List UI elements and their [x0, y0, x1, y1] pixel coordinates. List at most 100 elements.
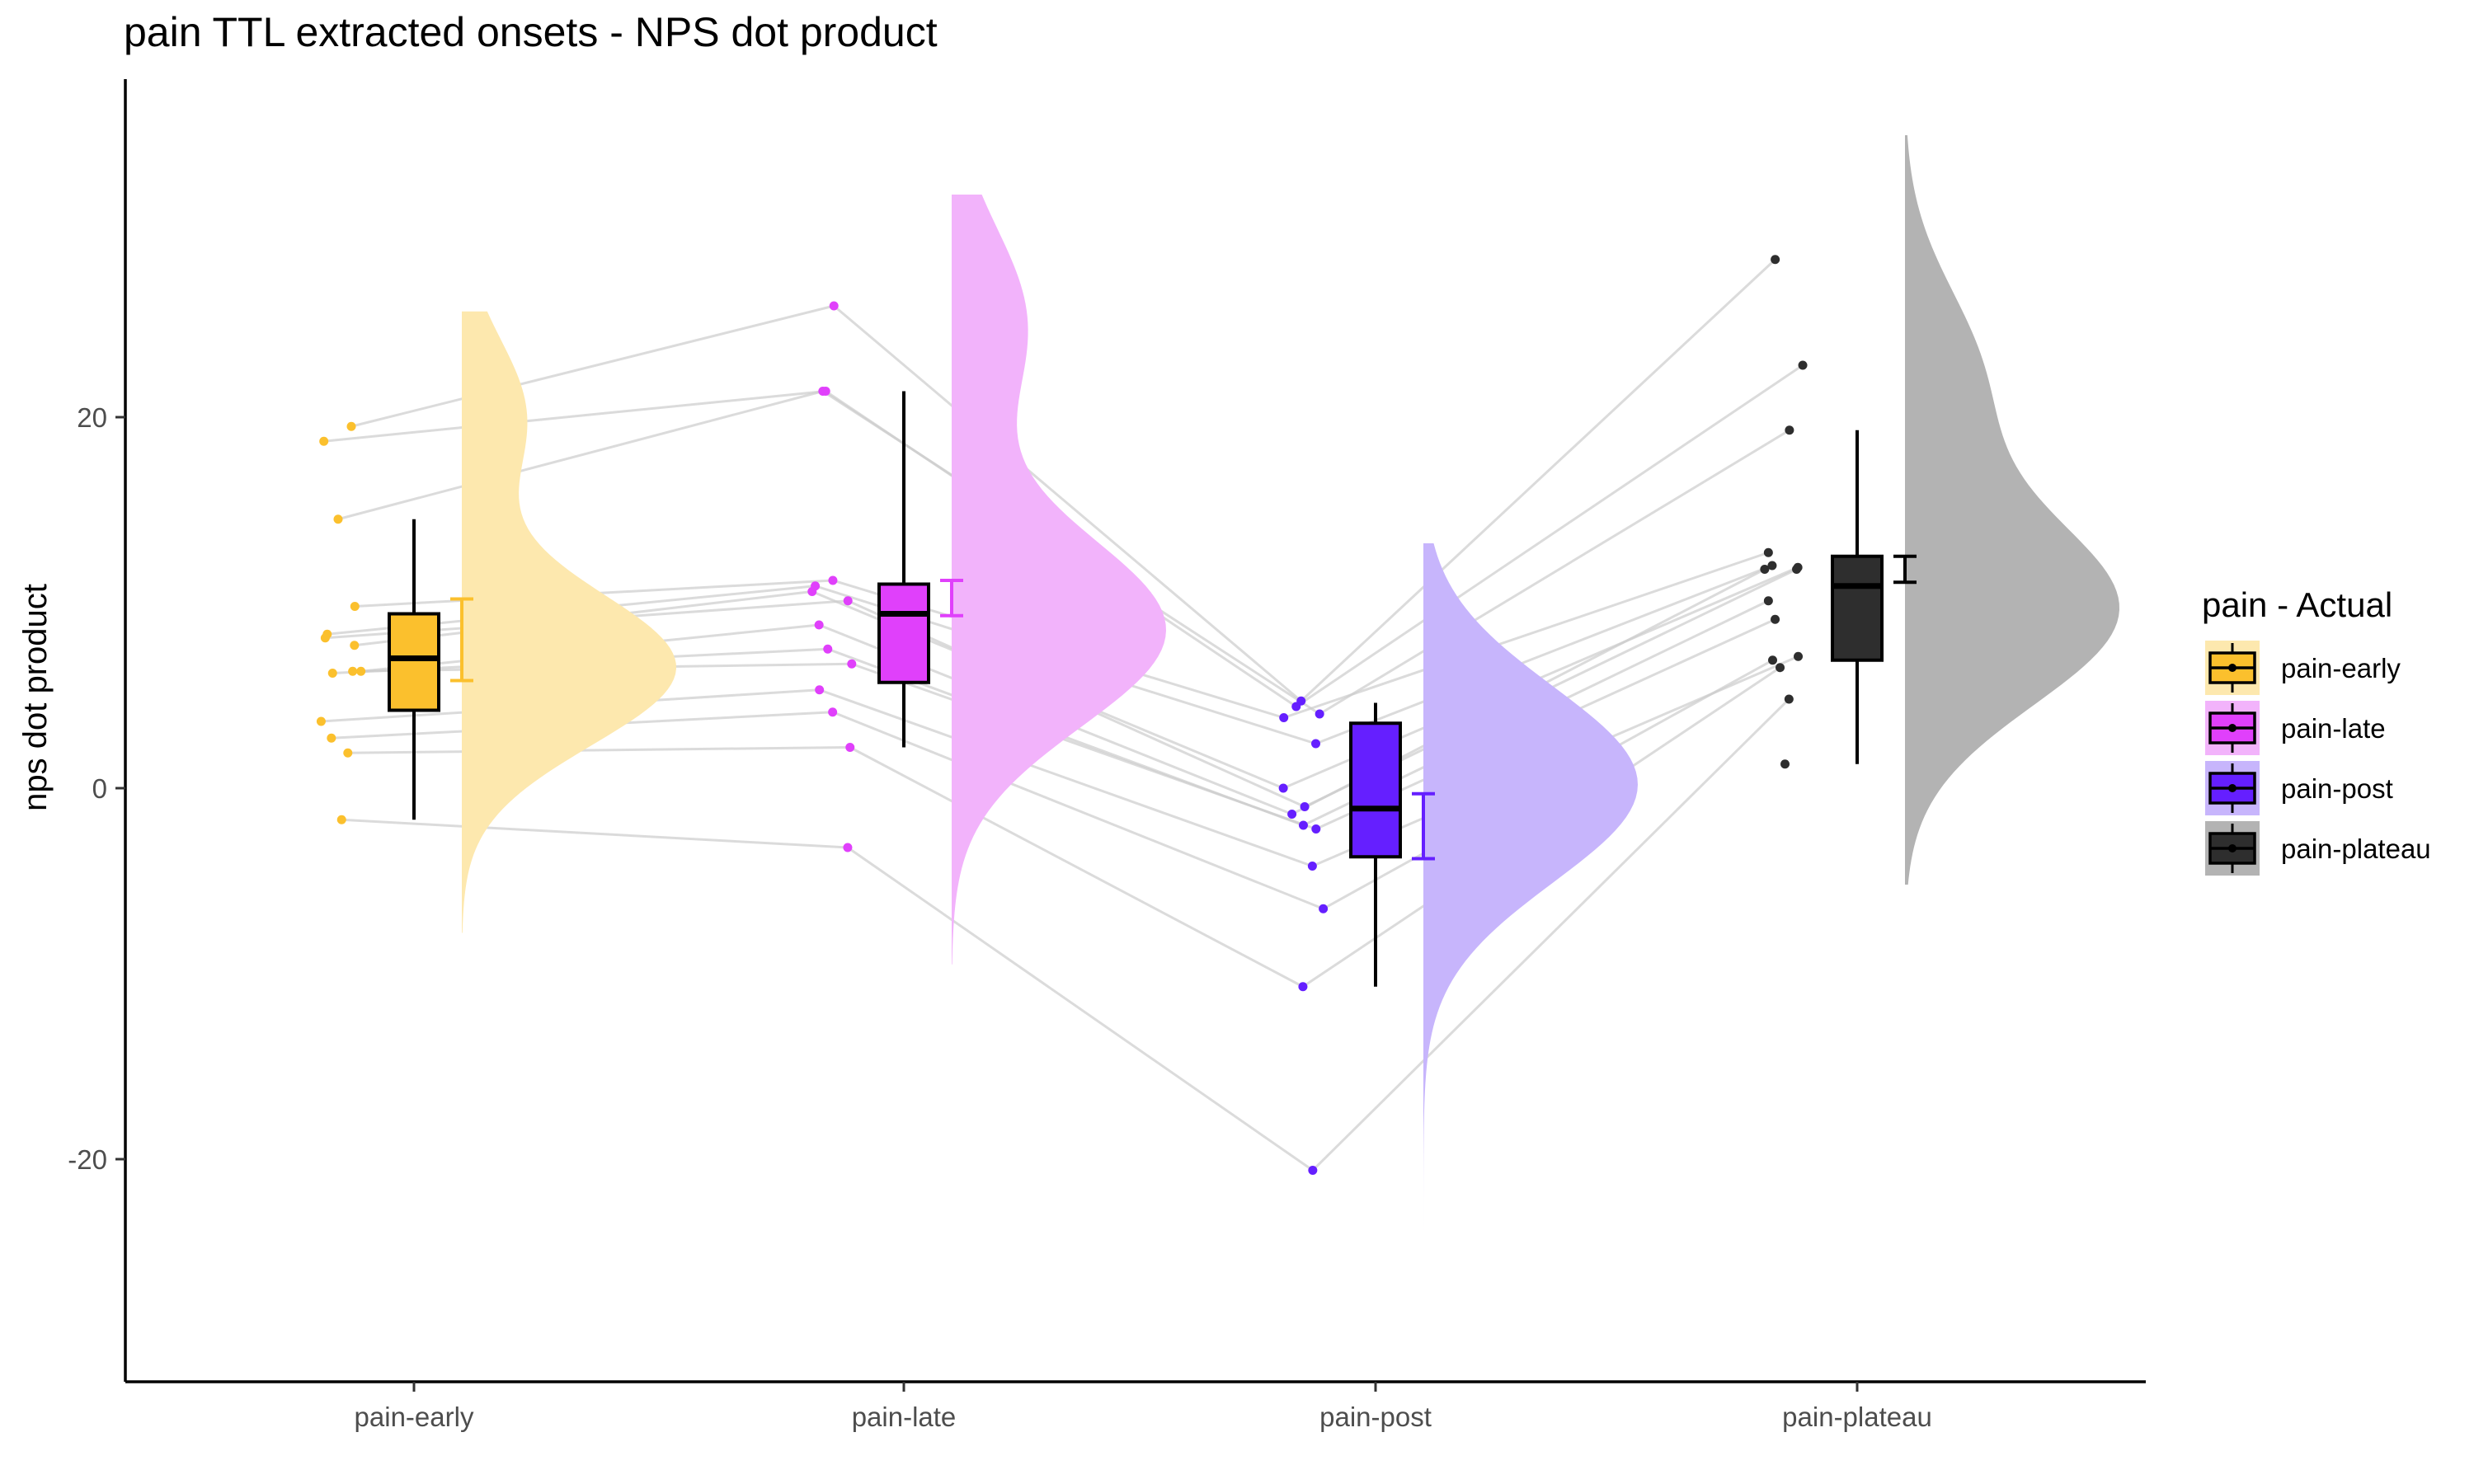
data-point-pain-plateau	[1792, 565, 1802, 574]
subject-line	[1315, 564, 1773, 745]
data-point-pain-late	[818, 387, 828, 396]
data-point-pain-early	[319, 436, 329, 446]
data-point-pain-late	[807, 587, 817, 596]
data-point-pain-late	[823, 644, 833, 654]
data-point-pain-early	[348, 666, 358, 676]
legend-key-point	[2228, 844, 2236, 852]
subject-line	[851, 662, 1317, 830]
data-point-pain-plateau	[1798, 360, 1808, 370]
data-point-pain-plateau	[1780, 759, 1790, 769]
data-point-pain-plateau	[1771, 255, 1780, 265]
subject-line	[1311, 697, 1790, 1172]
data-point-pain-post	[1311, 824, 1321, 834]
data-point-pain-plateau	[1763, 596, 1773, 606]
data-point-pain-plateau	[1785, 425, 1794, 435]
data-point-pain-post	[1278, 783, 1288, 793]
subject-line	[847, 846, 1314, 1172]
legend-label-pain-plateau: pain-plateau	[2281, 834, 2431, 864]
data-point-pain-post	[1291, 702, 1301, 711]
data-point-pain-early	[333, 514, 343, 524]
data-points	[316, 255, 1808, 1175]
axes: -20 0 20 pain-early pain-late pain-post pain-p…	[17, 79, 2146, 1432]
data-point-pain-late	[843, 843, 853, 852]
data-point-pain-plateau	[1760, 565, 1770, 574]
subject-line	[323, 390, 826, 443]
density-cloud-pain-plateau	[1905, 135, 2119, 885]
legend-key-point	[2228, 724, 2236, 732]
data-point-pain-plateau	[1763, 547, 1773, 557]
data-point-pain-post	[1287, 810, 1297, 819]
data-point-pain-post	[1298, 820, 1308, 830]
data-point-pain-early	[350, 602, 360, 611]
chart-title: pain TTL extracted onsets - NPS dot prod…	[124, 9, 938, 55]
data-point-pain-post	[1300, 802, 1310, 811]
data-point-pain-early	[346, 421, 356, 431]
subject-line	[347, 746, 850, 754]
legend-label-pain-early: pain-early	[2281, 653, 2401, 683]
legend-title: pain - Actual	[2202, 585, 2392, 624]
data-point-pain-early	[343, 748, 353, 758]
data-point-pain-post	[1279, 713, 1289, 722]
subject-line	[1319, 429, 1790, 716]
data-point-pain-late	[829, 301, 839, 311]
data-point-pain-early	[320, 633, 330, 643]
y-axis-title: nps dot product	[17, 584, 54, 811]
subject-line	[819, 688, 1313, 867]
data-point-pain-early	[336, 815, 346, 824]
legend-label-pain-post: pain-post	[2281, 773, 2393, 804]
data-point-pain-late	[828, 707, 838, 717]
subject-line	[1295, 364, 1804, 708]
data-point-pain-post	[1307, 862, 1317, 871]
boxplots	[388, 391, 1884, 987]
x-tick-label: pain-plateau	[1782, 1402, 1932, 1432]
legend-key-point	[2228, 784, 2236, 792]
data-point-pain-post	[1319, 904, 1329, 913]
data-point-pain-plateau	[1768, 655, 1778, 665]
data-point-pain-post	[1315, 709, 1324, 719]
data-point-pain-plateau	[1776, 663, 1785, 673]
density-cloud-pain-post	[1423, 543, 1638, 1327]
legend-key-point	[2228, 664, 2236, 672]
data-point-pain-late	[847, 659, 857, 669]
data-point-pain-early	[327, 733, 336, 743]
error-bars	[450, 554, 1917, 861]
data-point-pain-early	[356, 666, 366, 676]
data-point-pain-post	[1298, 982, 1308, 992]
subject-line	[849, 746, 1304, 989]
density-cloud-pain-late	[952, 195, 1166, 965]
subject-line	[1283, 551, 1769, 719]
data-point-pain-late	[845, 743, 855, 752]
data-point-pain-late	[814, 620, 824, 630]
density-cloud-pain-early	[462, 311, 676, 933]
y-tick-label: 0	[92, 773, 107, 804]
legend: pain - Actual pain-early pain-late pain-pos…	[2202, 585, 2431, 876]
data-point-pain-post	[1311, 739, 1321, 749]
box-pain-plateau	[1831, 554, 1884, 662]
data-point-pain-plateau	[1784, 694, 1794, 704]
data-point-pain-plateau	[1794, 651, 1804, 661]
x-tick-label: pain-late	[852, 1402, 957, 1432]
subject-line	[337, 390, 824, 521]
density-clouds	[462, 135, 2119, 1327]
data-point-pain-plateau	[1767, 561, 1777, 571]
data-point-pain-plateau	[1771, 614, 1780, 624]
y-tick-label: -20	[68, 1144, 107, 1175]
data-point-pain-late	[815, 685, 825, 695]
x-tick-label: pain-post	[1319, 1402, 1432, 1432]
data-point-pain-early	[327, 669, 337, 678]
legend-label-pain-late: pain-late	[2281, 713, 2386, 744]
box-pain-late	[877, 582, 930, 684]
box-pain-early	[388, 612, 440, 712]
subject-line	[832, 711, 1324, 910]
y-tick-label: 20	[77, 402, 107, 433]
subject-line	[341, 818, 849, 849]
box-pain-post	[1349, 721, 1402, 859]
subject-line	[833, 304, 1302, 702]
data-point-pain-late	[828, 575, 838, 585]
x-tick-label: pain-early	[355, 1402, 474, 1432]
data-point-pain-early	[316, 716, 326, 726]
subject-line	[1300, 258, 1776, 702]
subject-line	[350, 304, 835, 428]
